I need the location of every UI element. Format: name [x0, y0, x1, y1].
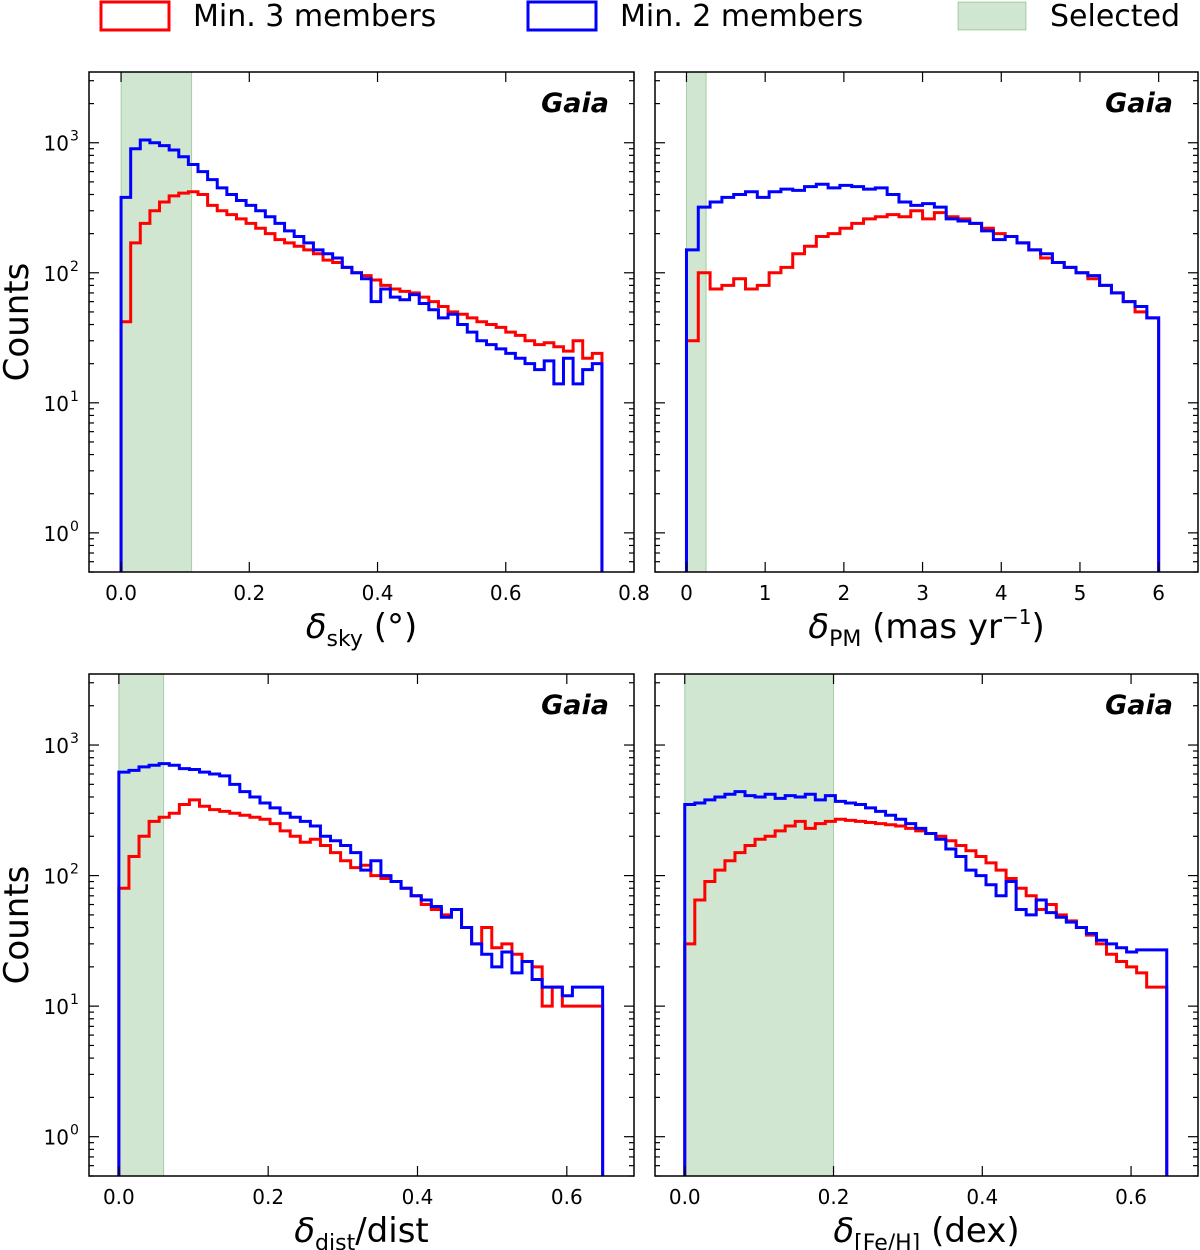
- dist-series-min2: [117, 762, 605, 1176]
- sky-ytick-label: 10: [44, 132, 69, 156]
- pm-plot-area: [684, 182, 1161, 572]
- dist-ytick-exponent: 0: [70, 1123, 79, 1139]
- pm-series-min2: [684, 182, 1161, 572]
- pm-xtick-label: 4: [995, 581, 1008, 605]
- sky-series-min3: [119, 190, 604, 572]
- dist-ylabel: Counts: [0, 866, 37, 985]
- dist-xtick-label: 0.0: [103, 1185, 135, 1209]
- feh-axes-frame: [654, 673, 1199, 1177]
- pm-xtick-label: 6: [1152, 581, 1165, 605]
- sky-ylabel: Counts: [0, 263, 37, 382]
- pm-xtick-label: 5: [1074, 581, 1087, 605]
- feh-xlabel: δ[Fe/H] (dex): [833, 1211, 1019, 1250]
- dist-plot-area: [117, 762, 605, 1176]
- feh-xtick-label: 0.2: [818, 1185, 850, 1209]
- feh-xtick-label: 0.0: [669, 1185, 701, 1209]
- dist-ytick-label: 10: [44, 734, 69, 758]
- pm-axes-frame: [654, 71, 1199, 573]
- dist-ytick-label: 10: [44, 1126, 69, 1150]
- panel-feh: 0.0 0.2 0.4 0.6 Gaia δ[Fe/H] (dex): [654, 673, 1199, 1250]
- dist-ytick-exponent: 2: [70, 862, 79, 878]
- legend-swatch-min3: [99, 0, 171, 32]
- sky-ytick-exponent: 3: [70, 129, 79, 145]
- pm-xtick-label: 0: [680, 581, 693, 605]
- sky-series-min2: [119, 138, 604, 572]
- dist-series-min3: [117, 798, 605, 1176]
- sky-axes-frame: [88, 71, 635, 573]
- pm-xtick-label: 1: [759, 581, 772, 605]
- dist-ytick-exponent: 1: [70, 992, 79, 1008]
- pm-gaia-annotation: Gaia: [1105, 88, 1173, 119]
- sky-ytick-label: 10: [44, 522, 69, 546]
- legend-swatch-selected: [957, 1, 1027, 31]
- legend-label-min2: Min. 2 members: [620, 0, 863, 34]
- feh-xtick-label: 0.4: [966, 1185, 998, 1209]
- dist-axes-frame: [88, 673, 635, 1177]
- legend: Min. 3 members Min. 2 members Selected: [99, 0, 1180, 34]
- feh-series-min2: [683, 790, 1169, 1176]
- sky-xtick-label: 0.8: [618, 581, 650, 605]
- feh-xtick-label: 0.6: [1115, 1185, 1147, 1209]
- legend-label-selected: Selected: [1050, 0, 1180, 34]
- sky-ytick-exponent: 1: [70, 389, 79, 405]
- pm-selected-band: [685, 71, 707, 573]
- sky-ytick-exponent: 2: [70, 259, 79, 275]
- feh-gaia-annotation: Gaia: [1105, 690, 1173, 721]
- feh-plot-area: [683, 790, 1169, 1176]
- legend-label-min3: Min. 3 members: [193, 0, 436, 34]
- dist-ytick-label: 10: [44, 995, 69, 1019]
- feh-selected-band: [684, 673, 835, 1177]
- sky-xlabel: δsky (°): [306, 607, 418, 652]
- sky-ytick-label: 10: [44, 392, 69, 416]
- dist-selected-band: [118, 673, 165, 1177]
- sky-ytick-exponent: 0: [70, 519, 79, 535]
- sky-plot-area: [119, 138, 604, 572]
- legend-swatch-min2: [526, 0, 598, 32]
- sky-ytick-label: 10: [44, 262, 69, 286]
- sky-gaia-annotation: Gaia: [541, 88, 609, 119]
- dist-xtick-label: 0.6: [551, 1185, 583, 1209]
- sky-xtick-label: 0.0: [105, 581, 137, 605]
- dist-gaia-annotation: Gaia: [541, 690, 609, 721]
- panel-pm: 0 1 2 3 4 5 6 Gaia δPM (mas yr−1): [654, 71, 1199, 652]
- dist-ytick-label: 10: [44, 865, 69, 889]
- pm-series-min3: [684, 209, 1161, 572]
- pm-xtick-label: 2: [838, 581, 851, 605]
- sky-xtick-label: 0.4: [362, 581, 394, 605]
- dist-ytick-exponent: 3: [70, 731, 79, 747]
- pm-xtick-label: 3: [916, 581, 929, 605]
- dist-xtick-label: 0.4: [402, 1185, 434, 1209]
- dist-xtick-label: 0.2: [252, 1185, 284, 1209]
- pm-xlabel: δPM (mas yr−1): [808, 605, 1044, 652]
- dist-xlabel: δdist/dist: [294, 1211, 429, 1250]
- sky-xtick-label: 0.2: [233, 581, 265, 605]
- sky-xtick-label: 0.6: [490, 581, 522, 605]
